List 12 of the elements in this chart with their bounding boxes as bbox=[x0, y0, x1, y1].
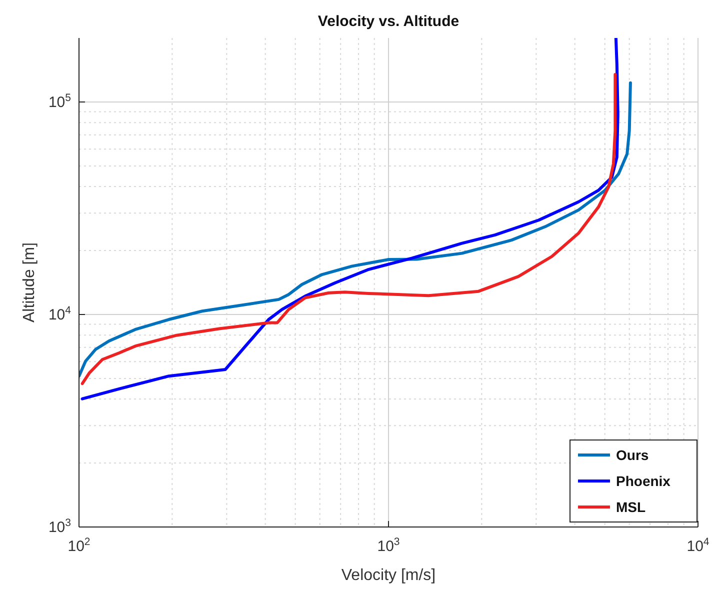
legend-label: Phoenix bbox=[616, 473, 671, 489]
x-tick-label: 10$^{4}$ bbox=[686, 536, 710, 555]
y-tick-label: 10$^{5}$ bbox=[48, 92, 72, 111]
y-axis-title: Altitude [m] bbox=[21, 242, 38, 323]
y-tick-label: 10$^{4}$ bbox=[48, 304, 72, 324]
y-tick-label: 10$^{3}$ bbox=[48, 517, 72, 536]
x-tick-label: 10$^{2}$ bbox=[68, 536, 90, 555]
chart-title: Velocity vs. Altitude bbox=[318, 13, 460, 30]
x-tick-label: 10$^{3}$ bbox=[377, 536, 400, 555]
x-axis-title: Velocity [m/s] bbox=[341, 567, 436, 584]
legend-label: MSL bbox=[616, 499, 646, 515]
legend-label: Ours bbox=[616, 447, 649, 463]
